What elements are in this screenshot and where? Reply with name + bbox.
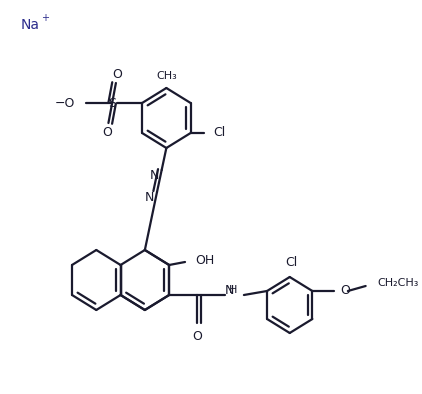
Text: O: O (103, 126, 112, 139)
Text: N: N (149, 169, 159, 182)
Text: N: N (145, 191, 154, 203)
Text: O: O (112, 67, 122, 80)
Text: Cl: Cl (213, 126, 225, 139)
Text: +: + (41, 13, 49, 23)
Text: N: N (225, 284, 235, 297)
Text: CH₂CH₃: CH₂CH₃ (378, 278, 419, 288)
Text: S: S (108, 97, 116, 110)
Text: Cl: Cl (285, 255, 298, 268)
Text: O: O (341, 284, 350, 297)
Text: O: O (192, 329, 202, 342)
Text: −O: −O (54, 97, 75, 110)
Text: OH: OH (195, 253, 214, 266)
Text: CH₃: CH₃ (156, 71, 177, 81)
Text: Na: Na (21, 18, 40, 32)
Text: H: H (229, 285, 237, 295)
